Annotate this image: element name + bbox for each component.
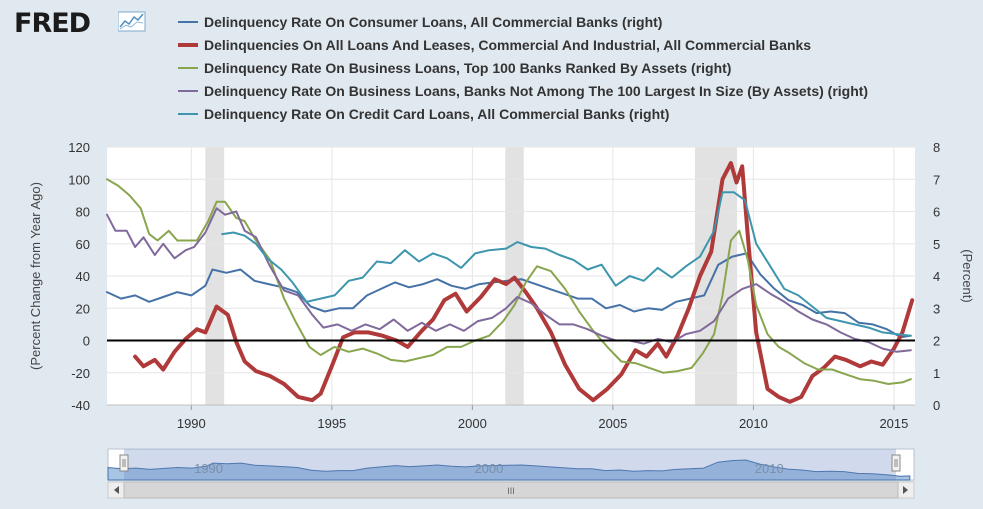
scroll-left-arrow-icon[interactable] (114, 486, 119, 494)
navigator-right-handle[interactable] (891, 454, 901, 472)
navigator-label: 2010 (755, 461, 784, 476)
right-axis-title: (Percent) (960, 249, 975, 302)
right-tick-label: 4 (933, 269, 940, 284)
navigator-label: 2000 (474, 461, 503, 476)
series-line-4 (221, 191, 912, 337)
left-tick-label: -40 (71, 398, 90, 413)
right-tick-label: 8 (933, 140, 940, 155)
left-tick-label: 120 (68, 140, 90, 155)
scrollbar-grip: III (507, 486, 515, 496)
legend-label: Delinquency Rate On Consumer Loans, All … (204, 14, 663, 30)
legend-swatch (178, 43, 198, 47)
series-line-2 (106, 178, 912, 385)
fred-logo[interactable]: FRED (14, 8, 91, 39)
right-tick-label: 5 (933, 237, 940, 252)
legend-label: Delinquency Rate On Credit Card Loans, A… (204, 106, 670, 122)
x-tick-label: 1995 (317, 416, 346, 431)
chart-legend: Delinquency Rate On Consumer Loans, All … (178, 11, 868, 126)
navigator-label: 1990 (194, 461, 223, 476)
legend-item[interactable]: Delinquency Rate On Consumer Loans, All … (178, 11, 868, 34)
series-line-3 (106, 207, 912, 353)
legend-swatch (178, 67, 198, 69)
legend-label: Delinquency Rate On Business Loans, Bank… (204, 83, 869, 99)
left-tick-label: 60 (76, 237, 90, 252)
left-axis-title: (Percent Change from Year Ago) (28, 182, 43, 370)
left-tick-label: -20 (71, 366, 90, 381)
navigator-series-area (107, 459, 911, 481)
right-tick-label: 2 (933, 334, 940, 349)
legend-item[interactable]: Delinquency Rate On Credit Card Loans, A… (178, 103, 868, 126)
scrollbar-thumb[interactable] (123, 481, 899, 499)
x-tick-label: 1990 (177, 416, 206, 431)
series-line-1 (133, 161, 915, 404)
x-tick-label: 2000 (458, 416, 487, 431)
left-tick-label: 100 (68, 172, 90, 187)
legend-swatch (178, 21, 198, 23)
left-tick-label: 20 (76, 301, 90, 316)
x-tick-label: 2005 (598, 416, 627, 431)
right-tick-label: 7 (933, 172, 940, 187)
right-tick-label: 1 (933, 366, 940, 381)
right-tick-label: 3 (933, 301, 940, 316)
legend-item[interactable]: Delinquencies On All Loans And Leases, C… (178, 34, 868, 57)
x-tick-label: 2010 (739, 416, 768, 431)
right-tick-label: 0 (933, 398, 940, 413)
legend-swatch (178, 113, 198, 115)
navigator-left-handle[interactable] (119, 454, 129, 472)
legend-label: Delinquencies On All Loans And Leases, C… (204, 37, 812, 53)
legend-label: Delinquency Rate On Business Loans, Top … (204, 60, 732, 76)
x-tick-label: 2015 (879, 416, 908, 431)
legend-swatch (178, 90, 198, 92)
left-tick-label: 80 (76, 205, 90, 220)
right-tick-label: 6 (933, 205, 940, 220)
legend-item[interactable]: Delinquency Rate On Business Loans, Bank… (178, 80, 868, 103)
line-graph-icon (118, 11, 146, 32)
left-tick-label: 40 (76, 269, 90, 284)
left-tick-label: 0 (83, 334, 90, 349)
scroll-right-arrow-icon[interactable] (903, 486, 908, 494)
legend-item[interactable]: Delinquency Rate On Business Loans, Top … (178, 57, 868, 80)
navigator-selection[interactable] (124, 449, 896, 480)
